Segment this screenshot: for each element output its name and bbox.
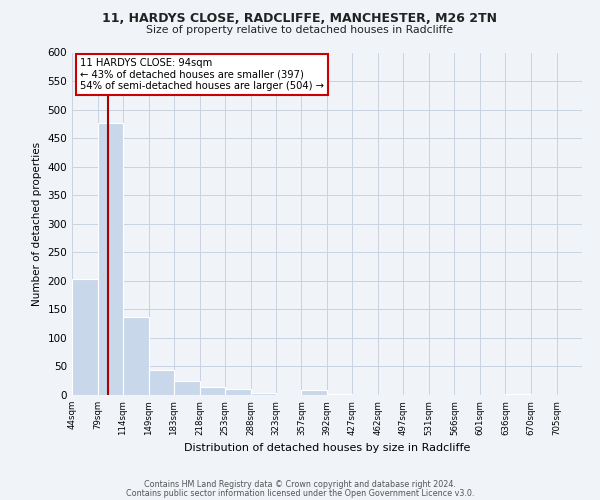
Bar bbox=[199, 387, 225, 395]
Y-axis label: Number of detached properties: Number of detached properties bbox=[32, 142, 42, 306]
Bar bbox=[123, 318, 149, 395]
Text: Contains public sector information licensed under the Open Government Licence v3: Contains public sector information licen… bbox=[126, 488, 474, 498]
X-axis label: Distribution of detached houses by size in Radcliffe: Distribution of detached houses by size … bbox=[184, 443, 470, 453]
Text: 11 HARDYS CLOSE: 94sqm
← 43% of detached houses are smaller (397)
54% of semi-de: 11 HARDYS CLOSE: 94sqm ← 43% of detached… bbox=[80, 58, 323, 91]
Bar bbox=[149, 370, 174, 395]
Text: Contains HM Land Registry data © Crown copyright and database right 2024.: Contains HM Land Registry data © Crown c… bbox=[144, 480, 456, 489]
Bar bbox=[174, 380, 199, 395]
Bar bbox=[251, 394, 276, 395]
Bar bbox=[301, 390, 327, 395]
Text: 11, HARDYS CLOSE, RADCLIFFE, MANCHESTER, M26 2TN: 11, HARDYS CLOSE, RADCLIFFE, MANCHESTER,… bbox=[103, 12, 497, 26]
Text: Size of property relative to detached houses in Radcliffe: Size of property relative to detached ho… bbox=[146, 25, 454, 35]
Bar bbox=[72, 278, 97, 395]
Bar bbox=[225, 390, 251, 395]
Bar bbox=[505, 394, 531, 395]
Bar bbox=[327, 394, 352, 395]
Bar bbox=[97, 122, 123, 395]
